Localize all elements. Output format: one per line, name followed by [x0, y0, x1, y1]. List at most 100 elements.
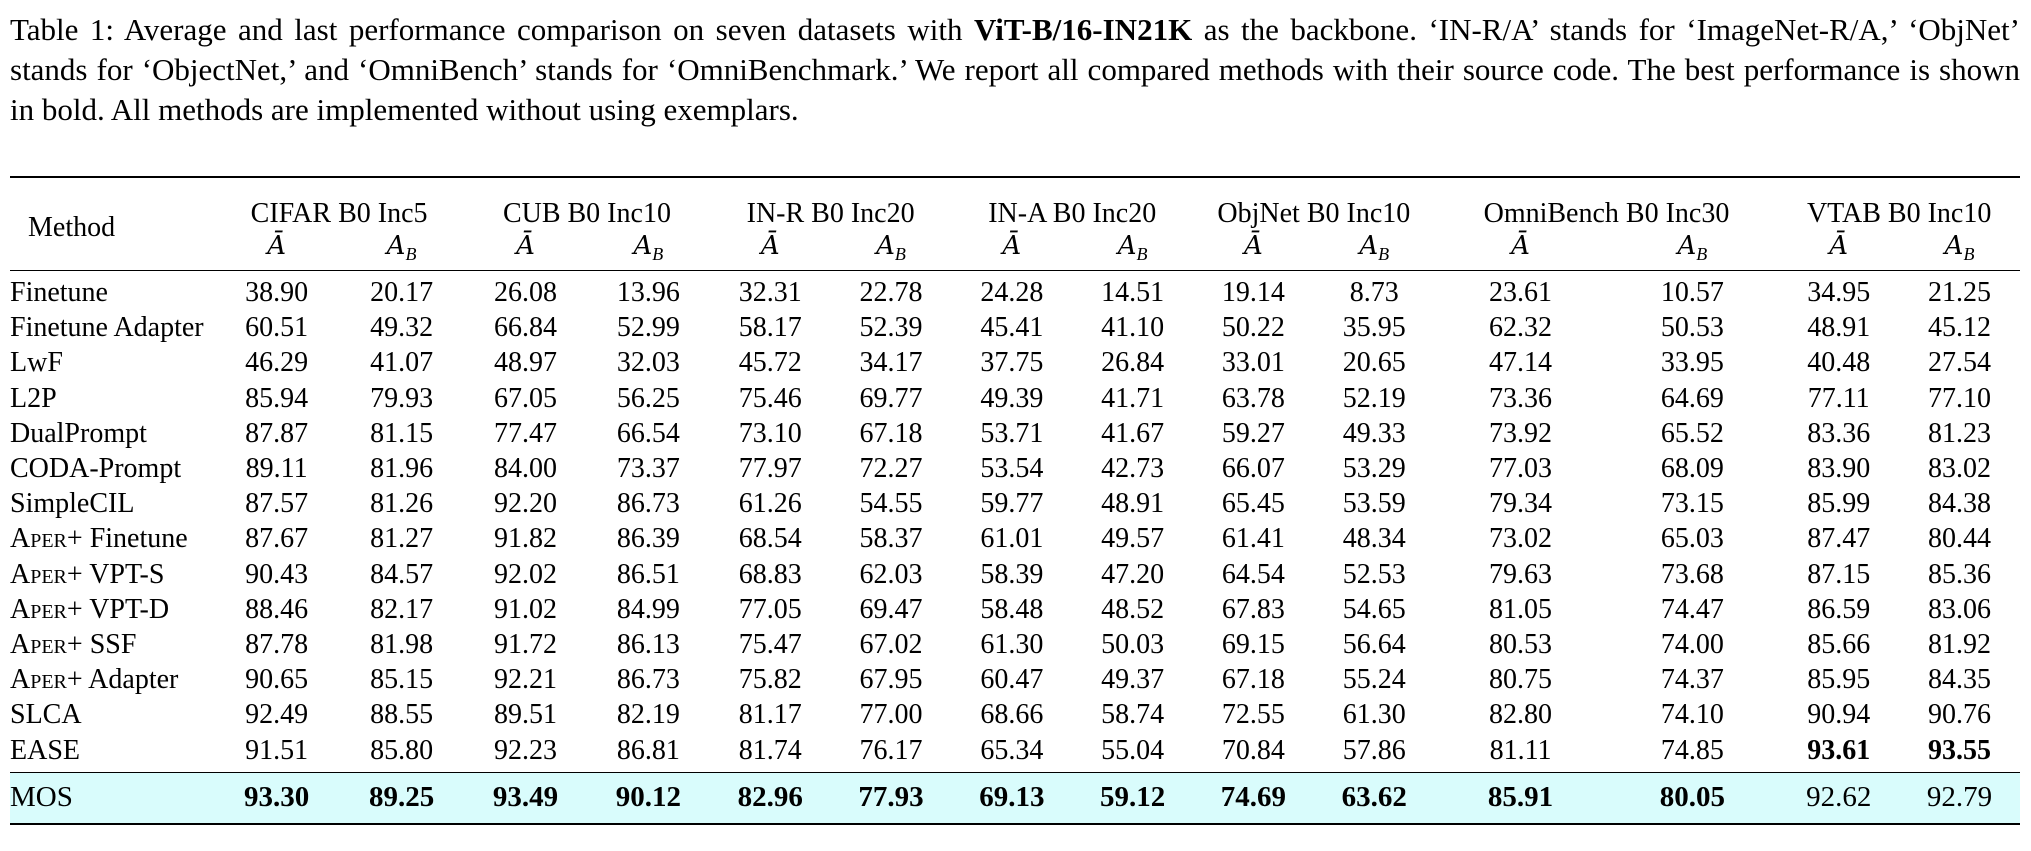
- caption-lead: Table 1: Average and last performance co…: [10, 12, 974, 47]
- value-cell: 56.25: [616, 382, 680, 414]
- metric-avg-symbol: Ā: [1829, 231, 1849, 261]
- value-cell: 53.29: [1342, 453, 1406, 485]
- metric-avg-symbol: Ā: [516, 231, 535, 261]
- method-cell: CODA-Prompt: [10, 451, 214, 486]
- value-cell: 86.39: [616, 523, 680, 555]
- value-cell: 57.86: [1342, 734, 1406, 766]
- value-cell: 80.44: [1928, 523, 1992, 555]
- method-name: VPT-D: [89, 593, 170, 625]
- metric-last-header: AB: [1606, 230, 1778, 271]
- table-row: EASE 91.51 85.80 92.23 86.81 81.74 76.17 65.34 5…: [10, 732, 2020, 772]
- value-cell: 84.38: [1928, 488, 1992, 520]
- value-cell: 81.98: [370, 628, 434, 660]
- method-cell: SLCA: [10, 697, 214, 732]
- value-cell: 88.46: [245, 593, 309, 625]
- value-cell: 49.39: [980, 382, 1044, 414]
- table-row: Finetune 38.90 20.17 26.08 13.96 32.31 22.78 24…: [10, 271, 2020, 311]
- value-cell: 93.55: [1928, 734, 1992, 766]
- dataset-header: CUB B0 Inc10: [502, 198, 671, 229]
- value-cell: 84.99: [616, 593, 680, 625]
- table-row: Finetune Adapter 60.51 49.32 66.84 52.99 58.1…: [10, 310, 2020, 345]
- value-cell: 59.27: [1221, 417, 1285, 449]
- method-cell: EASE: [10, 732, 214, 772]
- value-cell: 74.69: [1193, 772, 1314, 824]
- metric-avg-symbol: Ā: [1244, 231, 1263, 261]
- method-cell: Aper+ Adapter: [10, 662, 214, 697]
- value-cell: 50.53: [1660, 312, 1724, 344]
- value-cell: 77.00: [859, 699, 923, 731]
- value-cell: 22.78: [859, 277, 923, 309]
- value-cell: 52.19: [1342, 382, 1406, 414]
- value-cell: 92.21: [494, 664, 557, 696]
- value-cell: 58.74: [1101, 699, 1165, 731]
- value-cell: 86.51: [616, 558, 680, 590]
- value-cell: 66.07: [1221, 453, 1285, 485]
- value-cell: 47.20: [1101, 558, 1165, 590]
- method-name: LwF: [10, 347, 63, 379]
- value-cell: 48.91: [1101, 488, 1165, 520]
- value-cell: 8.73: [1349, 277, 1399, 309]
- value-cell: 61.01: [980, 523, 1044, 555]
- value-cell: 90.94: [1807, 699, 1871, 731]
- value-cell: 90.43: [245, 558, 309, 590]
- method-name: SimpleCIL: [10, 488, 135, 520]
- value-cell: 69.13: [951, 772, 1073, 824]
- value-cell: 32.31: [738, 277, 802, 309]
- value-cell: 85.80: [370, 734, 434, 766]
- value-cell: 86.73: [616, 664, 680, 696]
- value-cell: 77.47: [494, 417, 557, 449]
- value-cell: 86.59: [1807, 593, 1871, 625]
- value-cell: 86.73: [616, 488, 680, 520]
- metric-avg-header: Ā: [1193, 230, 1314, 271]
- value-cell: 88.55: [370, 699, 434, 731]
- value-cell: 70.84: [1221, 734, 1285, 766]
- dataset-header: IN-A B0 Inc20: [988, 198, 1157, 229]
- value-cell: 81.96: [370, 453, 434, 485]
- value-cell: 91.51: [245, 734, 309, 766]
- value-cell: 82.96: [709, 772, 831, 824]
- value-cell: 87.15: [1807, 558, 1871, 590]
- value-cell: 49.57: [1101, 523, 1165, 555]
- value-cell: 48.52: [1101, 593, 1165, 625]
- value-cell: 93.30: [214, 772, 340, 824]
- value-cell: 41.10: [1101, 312, 1165, 344]
- value-cell: 69.15: [1221, 628, 1285, 660]
- value-cell: 81.05: [1489, 593, 1553, 625]
- table-row: Aper+ SSF 87.78 81.98 91.72 86.13 75.47 67.02 6…: [10, 627, 2020, 662]
- value-cell: 80.75: [1489, 664, 1553, 696]
- metric-avg-header: Ā: [214, 230, 339, 271]
- value-cell: 67.95: [859, 664, 923, 696]
- dataset-header-row: Method CIFAR B0 Inc5 CUB B0 Inc10 IN-R B0 …: [10, 177, 2020, 243]
- value-cell: 34.95: [1807, 277, 1871, 309]
- value-cell: 40.48: [1807, 347, 1871, 379]
- value-cell: 23.61: [1489, 277, 1553, 309]
- table-row: SLCA 92.49 88.55 89.51 82.19 81.17 77.00 68.66 5…: [10, 697, 2020, 732]
- table-caption: Table 1: Average and last performance co…: [10, 10, 2020, 130]
- method-header: Method: [28, 212, 116, 243]
- metric-avg-header: Ā: [710, 230, 831, 271]
- value-cell: 73.36: [1489, 382, 1553, 414]
- value-cell: 80.53: [1489, 628, 1553, 660]
- dataset-header: CIFAR B0 Inc5: [250, 198, 428, 229]
- metric-avg-symbol: Ā: [267, 231, 286, 261]
- value-cell: 58.48: [980, 593, 1044, 625]
- value-cell: 67.83: [1221, 593, 1285, 625]
- value-cell: 91.02: [494, 593, 557, 625]
- method-name: EASE: [10, 734, 80, 766]
- value-cell: 68.83: [738, 558, 802, 590]
- value-cell: 41.07: [370, 347, 434, 379]
- method-name: SLCA: [10, 699, 82, 731]
- value-cell: 52.53: [1342, 558, 1406, 590]
- value-cell: 58.37: [859, 523, 923, 555]
- metric-last-subscript: B: [405, 244, 417, 264]
- value-cell: 74.37: [1660, 664, 1724, 696]
- value-cell: 93.49: [464, 772, 587, 824]
- value-cell: 38.90: [245, 277, 309, 309]
- metric-header-row: Ā AB Ā AB Ā AB Ā AB Ā AB Ā AB Ā AB: [10, 230, 2020, 271]
- results-table: Method CIFAR B0 Inc5 CUB B0 Inc10 IN-R B0 …: [10, 176, 2020, 825]
- metric-last-symbol: A: [386, 231, 406, 261]
- value-cell: 77.93: [830, 772, 952, 824]
- table-row: Aper+ Finetune 87.67 81.27 91.82 86.39 68.54 5…: [10, 521, 2020, 556]
- value-cell: 67.18: [859, 417, 923, 449]
- value-cell: 83.02: [1928, 453, 1992, 485]
